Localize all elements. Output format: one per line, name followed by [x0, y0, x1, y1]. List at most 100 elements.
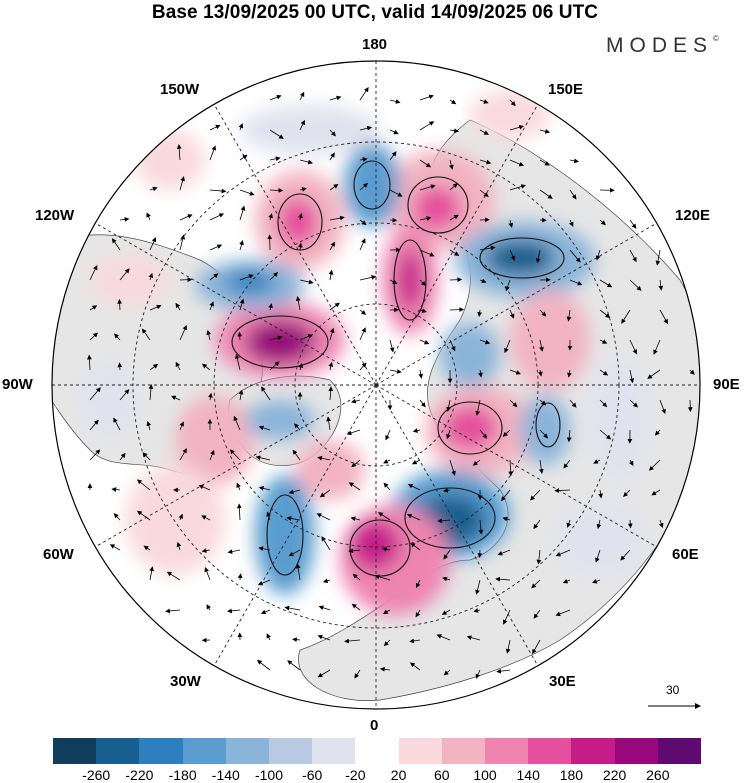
- wind-vector: [299, 119, 305, 131]
- wind-vector: [201, 548, 211, 553]
- wind-vector: [229, 449, 241, 461]
- wind-vector: [359, 238, 366, 251]
- wind-vector: [449, 99, 457, 105]
- colorbar-tick-label: 260: [646, 767, 670, 783]
- wind-vector: [206, 604, 211, 611]
- wind-vector: [288, 489, 301, 495]
- wind-vector: [409, 638, 421, 644]
- wind-vector: [389, 151, 397, 161]
- wind-vector: [209, 145, 217, 161]
- wind-vector: [449, 339, 456, 352]
- wind-vector: [653, 339, 661, 355]
- wind-vector: [89, 305, 98, 311]
- wind-vector: [419, 216, 432, 221]
- wind-vector: [539, 129, 550, 134]
- wind-vector: [472, 459, 481, 466]
- wind-vector: [479, 159, 492, 165]
- wind-vector: [479, 99, 489, 104]
- wind-vector: [648, 459, 661, 471]
- wind-vector: [206, 329, 212, 341]
- wind-vector: [502, 429, 511, 437]
- wind-vector: [478, 369, 483, 378]
- wind-vector: [317, 455, 331, 461]
- wind-vector: [389, 279, 398, 284]
- brand-text: MODES: [606, 34, 714, 57]
- wind-vector: [234, 353, 241, 371]
- wind-vector: [419, 308, 427, 313]
- wind-vector: [175, 361, 181, 371]
- wind-vector: [237, 331, 243, 341]
- wind-vector: [563, 459, 571, 469]
- wind-vector: [299, 279, 314, 285]
- wind-vector: [201, 515, 211, 521]
- wind-vector: [295, 296, 301, 311]
- colorbar-tick-label: 60: [434, 767, 450, 783]
- wind-vector: [344, 638, 361, 644]
- wind-vector: [209, 301, 214, 311]
- wind-vector: [496, 668, 511, 674]
- wind-vector: [504, 339, 511, 354]
- wind-vector: [505, 639, 511, 654]
- wind-vector: [495, 576, 511, 582]
- wind-vector: [119, 389, 130, 401]
- wind-vector: [328, 386, 334, 401]
- wind-vector: [509, 125, 524, 131]
- wind-vector: [479, 429, 488, 439]
- wind-vector: [266, 511, 271, 521]
- wind-vector: [419, 399, 426, 408]
- lon-label-120e: 120E: [675, 207, 711, 224]
- wind-vector: [258, 425, 271, 431]
- colorbar-swatch: [571, 738, 615, 764]
- wind-vector: [201, 363, 211, 371]
- wind-vector: [261, 386, 271, 401]
- colorbar-swatch: [269, 738, 313, 764]
- wind-vector: [449, 459, 456, 476]
- wind-vector: [269, 335, 283, 341]
- wind-vector: [109, 544, 121, 551]
- lon-label-30e: 30E: [549, 673, 576, 690]
- wind-vector: [659, 399, 666, 415]
- wind-vector: [269, 361, 280, 371]
- wind-vector: [655, 249, 661, 266]
- wind-vector: [297, 242, 303, 251]
- wind-vector: [497, 549, 511, 556]
- wind-vector: [627, 519, 633, 529]
- wind-vector: [596, 519, 602, 530]
- wind-vector: [149, 566, 155, 581]
- wind-vector: [629, 219, 637, 229]
- wind-vector: [449, 307, 465, 313]
- wind-vector: [383, 639, 391, 647]
- wind-vector: [318, 605, 331, 611]
- wind-vector: [136, 479, 151, 491]
- wind-vector: [148, 384, 154, 401]
- wind-vector: [299, 334, 313, 341]
- wind-vector: [146, 421, 152, 431]
- wind-vector: [595, 249, 601, 261]
- wind-vector: [389, 368, 402, 374]
- wind-vector: [149, 304, 162, 311]
- wind-vector: [89, 449, 101, 461]
- wind-vector: [412, 428, 421, 433]
- wind-vector: [477, 309, 483, 317]
- wind-vector: [509, 249, 516, 261]
- wind-vector: [258, 486, 271, 491]
- lon-label-150e: 150E: [548, 81, 584, 98]
- wind-vector: [569, 399, 577, 408]
- colorbar-swatch: [485, 738, 529, 764]
- wind-vector: [142, 452, 151, 461]
- wind-vector: [227, 608, 241, 614]
- wind-vector: [443, 549, 451, 560]
- wind-vector: [598, 489, 603, 499]
- wind-vector: [111, 238, 121, 251]
- lon-label-90w: 90W: [2, 376, 33, 393]
- wind-vector: [238, 389, 244, 401]
- wind-vector: [539, 189, 553, 199]
- wind-vector: [538, 459, 544, 474]
- wind-vector: [415, 609, 421, 618]
- lon-label-0: 0: [370, 717, 379, 734]
- wind-vector: [166, 571, 181, 581]
- wind-vector: [509, 399, 518, 408]
- wind-vector: [141, 328, 151, 341]
- wind-vector: [350, 516, 361, 522]
- wind-vector: [599, 219, 606, 226]
